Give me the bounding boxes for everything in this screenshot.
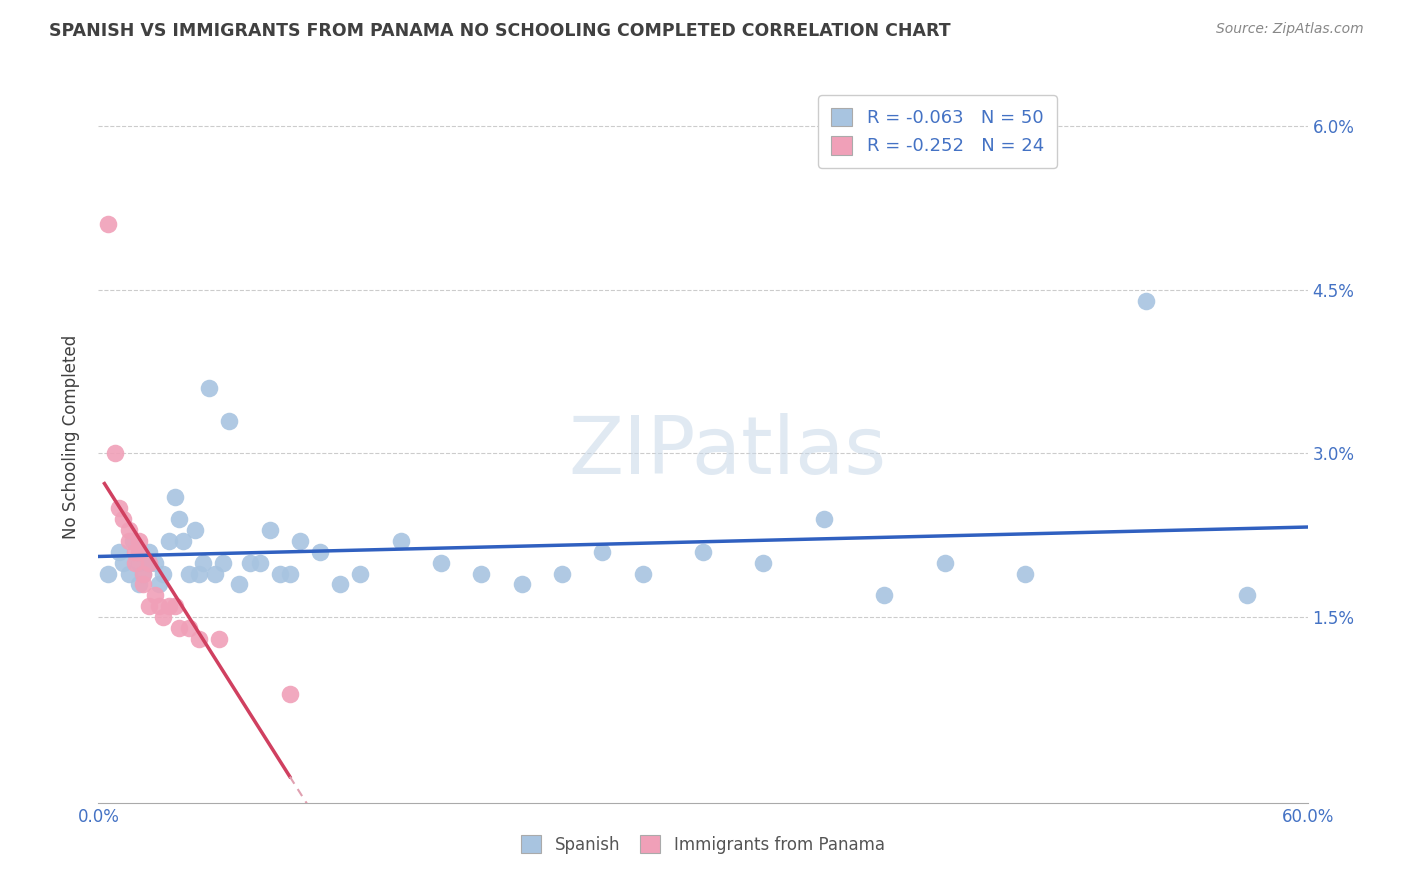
Point [107, 545, 129, 559]
Point [288, 533, 311, 548]
Point [163, 490, 186, 504]
Point [692, 545, 714, 559]
Point [148, 577, 170, 591]
Point [121, 533, 143, 548]
Point [198, 381, 221, 395]
Point [118, 523, 141, 537]
Point [179, 566, 201, 581]
Point [249, 556, 271, 570]
Point [278, 687, 301, 701]
Point [510, 577, 533, 591]
Point [259, 523, 281, 537]
Point [128, 556, 150, 570]
Point [148, 599, 170, 614]
Point [212, 556, 235, 570]
Point [188, 566, 211, 581]
Point [128, 533, 150, 548]
Point [179, 621, 201, 635]
Point [228, 577, 250, 591]
Point [138, 556, 160, 570]
Point [470, 566, 492, 581]
Point [1236, 588, 1258, 602]
Point [167, 512, 190, 526]
Point [329, 577, 352, 591]
Point [111, 512, 134, 526]
Point [143, 556, 166, 570]
Point [157, 599, 180, 614]
Point [143, 588, 166, 602]
Point [128, 545, 150, 559]
Point [184, 523, 207, 537]
Point [204, 566, 226, 581]
Point [138, 545, 160, 559]
Point [188, 632, 211, 646]
Point [591, 545, 613, 559]
Point [389, 533, 412, 548]
Point [167, 621, 190, 635]
Point [278, 566, 301, 581]
Legend: Spanish, Immigrants from Panama: Spanish, Immigrants from Panama [515, 829, 891, 860]
Point [309, 545, 332, 559]
Point [118, 533, 141, 548]
Point [118, 566, 141, 581]
Point [208, 632, 231, 646]
Point [157, 533, 180, 548]
Point [107, 501, 129, 516]
Point [128, 577, 150, 591]
Point [1014, 566, 1036, 581]
Point [138, 556, 160, 570]
Point [218, 414, 240, 428]
Point [124, 545, 146, 559]
Point [138, 599, 160, 614]
Point [132, 566, 155, 581]
Point [239, 556, 262, 570]
Point [752, 556, 775, 570]
Point [934, 556, 956, 570]
Y-axis label: No Schooling Completed: No Schooling Completed [62, 335, 80, 539]
Point [163, 599, 186, 614]
Point [551, 566, 574, 581]
Point [631, 566, 654, 581]
Text: SPANISH VS IMMIGRANTS FROM PANAMA NO SCHOOLING COMPLETED CORRELATION CHART: SPANISH VS IMMIGRANTS FROM PANAMA NO SCH… [49, 22, 950, 40]
Point [97, 217, 120, 231]
Point [1135, 293, 1157, 308]
Point [349, 566, 371, 581]
Text: Source: ZipAtlas.com: Source: ZipAtlas.com [1216, 22, 1364, 37]
Point [132, 566, 155, 581]
Point [152, 610, 174, 624]
Point [152, 566, 174, 581]
Point [97, 566, 120, 581]
Point [873, 588, 896, 602]
Point [193, 556, 215, 570]
Point [132, 577, 155, 591]
Point [269, 566, 291, 581]
Point [124, 556, 146, 570]
Text: ZIPatlas: ZIPatlas [568, 413, 886, 491]
Point [103, 446, 125, 460]
Point [813, 512, 835, 526]
Point [172, 533, 194, 548]
Point [111, 556, 134, 570]
Point [430, 556, 453, 570]
